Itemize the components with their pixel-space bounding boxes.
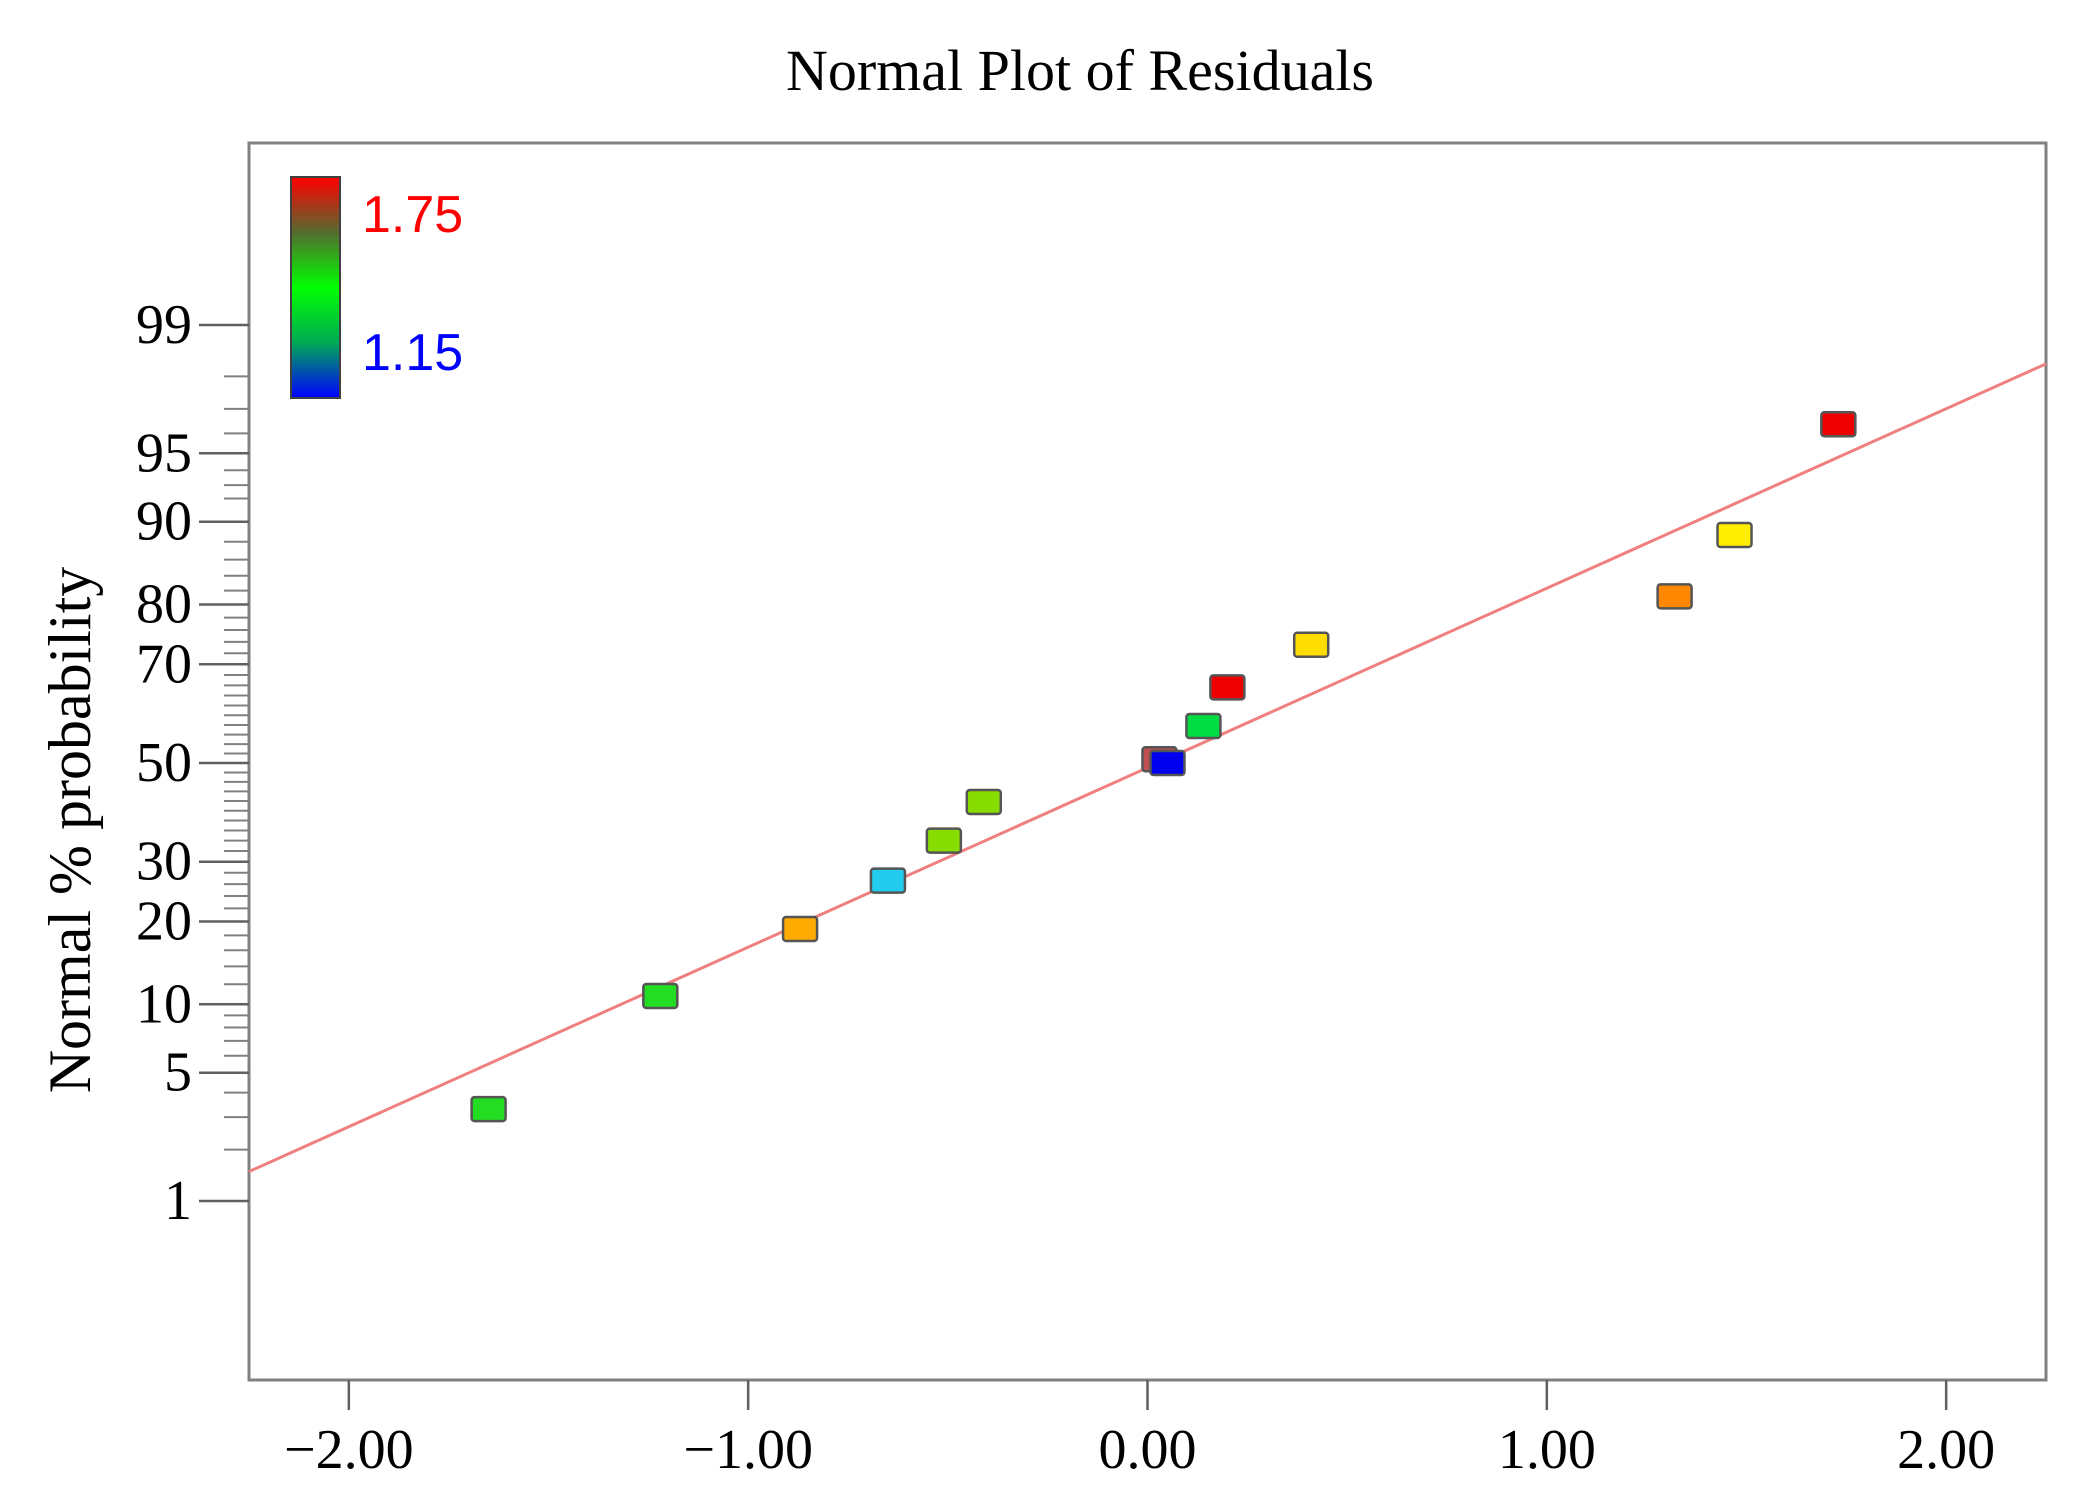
y-tick-label: 99 [136,294,192,356]
y-tick-label: 95 [136,422,192,484]
y-tick-label: 50 [136,732,192,794]
y-minor-ticks [224,375,249,1151]
x-axis-ticks: −2.00 −1.00 0.00 1.00 2.00 [284,1380,1995,1481]
y-tick-label: 70 [136,633,192,695]
x-tick-label: 0.00 [1099,1419,1197,1481]
residual-point [1656,583,1693,610]
y-tick-label: 5 [164,1042,192,1104]
residual-point [470,1095,507,1123]
x-tick-label: 2.00 [1897,1419,1995,1481]
color-scale-legend: 1.75 1.15 [290,176,463,399]
y-tick-label: 20 [136,890,192,952]
residual-point [1149,749,1186,777]
y-tick-label: 90 [136,491,192,553]
residual-point [1820,411,1857,438]
data-points [470,411,1857,1123]
residual-point [965,788,1003,816]
residual-point [781,915,819,943]
x-tick-label: −2.00 [284,1419,414,1481]
y-tick-label: 30 [136,831,192,893]
y-axis-label: Normal % probability [37,567,103,1094]
residual-point [1185,712,1222,740]
x-tick-label: 1.00 [1498,1419,1596,1481]
color-scale-bar [290,176,341,399]
y-tick-label: 10 [136,973,192,1035]
y-tick-label: 80 [136,574,192,636]
color-scale-high-label: 1.75 [362,186,463,244]
residual-point [925,827,963,854]
x-tick-label: −1.00 [683,1419,813,1481]
residual-point [1292,631,1330,659]
residual-point [1716,521,1753,549]
color-scale-low-label: 1.15 [362,324,463,382]
residual-point [1209,674,1246,701]
residual-point [869,867,907,894]
chart-title: Normal Plot of Residuals [786,38,1374,103]
residual-point [642,982,679,1010]
y-tick-label: 1 [164,1170,192,1232]
